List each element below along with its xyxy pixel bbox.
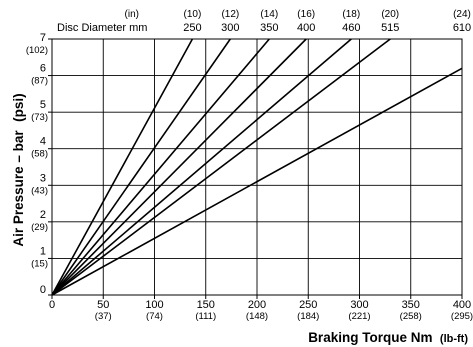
disc-mm-label: 610 bbox=[453, 22, 471, 34]
disc-inch-header: (in) bbox=[125, 9, 139, 20]
x-tick-sublabel: (184) bbox=[297, 311, 319, 322]
series-line-400 bbox=[51, 38, 307, 296]
x-tick-label: 250 bbox=[299, 299, 317, 311]
y-tick-label: 1 bbox=[40, 245, 46, 257]
disc-diameter-header: (in) Disc Diameter mm (10) 250 (12) 300 (14)… bbox=[57, 9, 471, 34]
y-tick-label: 7 bbox=[40, 32, 46, 44]
disc-mm-label: 300 bbox=[221, 22, 239, 34]
y-tick-label: 5 bbox=[40, 99, 46, 111]
plot-frame bbox=[48, 38, 463, 299]
x-tick-sublabel: (221) bbox=[348, 311, 370, 322]
x-axis-unit: (lb-ft) bbox=[440, 333, 468, 345]
y-tick-label: 4 bbox=[40, 136, 46, 148]
x-tick-sublabel: (111) bbox=[195, 311, 216, 322]
series-line-300 bbox=[51, 38, 231, 296]
disc-inch-label: (24) bbox=[453, 9, 471, 20]
disc-inch-label: (16) bbox=[297, 9, 315, 20]
x-tick-label: 150 bbox=[197, 299, 215, 311]
x-tick-label: 350 bbox=[402, 299, 420, 311]
disc-inch-label: (12) bbox=[221, 9, 239, 20]
y-tick-sublabel: (43) bbox=[31, 185, 48, 196]
x-axis-title: Braking Torque Nm (lb-ft) bbox=[308, 329, 468, 346]
disc-mm-label: 250 bbox=[183, 22, 201, 34]
disc-diameter-header-label: Disc Diameter mm bbox=[57, 22, 147, 34]
x-tick-label: 0 bbox=[49, 299, 55, 311]
series-lines bbox=[51, 38, 463, 296]
x-tick-sublabel: (258) bbox=[400, 311, 422, 322]
x-tick-label: 100 bbox=[145, 299, 163, 311]
disc-mm-label: 460 bbox=[342, 22, 360, 34]
series-line-515 bbox=[51, 38, 391, 296]
y-axis-label: Air Pressure – bar bbox=[11, 130, 26, 247]
y-tick-label: 3 bbox=[40, 172, 46, 184]
plot-border bbox=[51, 38, 463, 296]
x-tick-sublabel: (37) bbox=[95, 311, 112, 322]
x-tick-label: 50 bbox=[97, 299, 109, 311]
x-tick-sublabel: (295) bbox=[451, 311, 473, 322]
grid bbox=[52, 39, 462, 295]
svg-text:Braking Torque Nm (lb-ft: Braking Torque Nm (lb-ft) bbox=[308, 329, 468, 346]
y-axis-unit: (psi) bbox=[11, 93, 26, 122]
x-tick-sublabel: (148) bbox=[246, 311, 268, 322]
x-tick-sublabel: (74) bbox=[146, 311, 163, 322]
x-tick-label: 300 bbox=[350, 299, 368, 311]
y-tick-sublabel: (29) bbox=[31, 222, 48, 233]
x-tick-label: 400 bbox=[453, 299, 471, 311]
disc-inch-label: (14) bbox=[260, 9, 278, 20]
y-tick-label: 6 bbox=[40, 63, 46, 75]
x-tick-label: 200 bbox=[248, 299, 266, 311]
y-tick-sublabel: (73) bbox=[31, 112, 48, 123]
tick-labels: 0 50(37)100(74)150(111)200(148)250(184)30… bbox=[26, 32, 473, 322]
series-line-350 bbox=[51, 38, 270, 296]
y-axis-title: Air Pressure – bar (psi) bbox=[10, 93, 27, 246]
x-axis-label: Braking Torque Nm bbox=[308, 330, 432, 345]
disc-mm-label: 515 bbox=[381, 22, 399, 34]
y-tick-sublabel: (102) bbox=[26, 45, 48, 56]
series-line-460 bbox=[51, 38, 352, 296]
disc-inch-label: (10) bbox=[184, 9, 202, 20]
y-tick-label: 0 bbox=[40, 284, 46, 296]
y-tick-label: 2 bbox=[40, 209, 46, 221]
y-tick-sublabel: (58) bbox=[31, 149, 48, 160]
y-tick-sublabel: (87) bbox=[31, 76, 48, 87]
y-tick-sublabel: (15) bbox=[31, 258, 48, 269]
disc-inch-label: (18) bbox=[342, 9, 360, 20]
series-line-610 bbox=[51, 67, 463, 296]
series-line-250 bbox=[51, 38, 194, 296]
disc-mm-label: 350 bbox=[260, 22, 278, 34]
disc-mm-label: 400 bbox=[297, 22, 315, 34]
svg-text:Air Pressure – bar (psi): Air Pressure – bar (psi) bbox=[10, 93, 27, 246]
disc-inch-label: (20) bbox=[381, 9, 399, 20]
